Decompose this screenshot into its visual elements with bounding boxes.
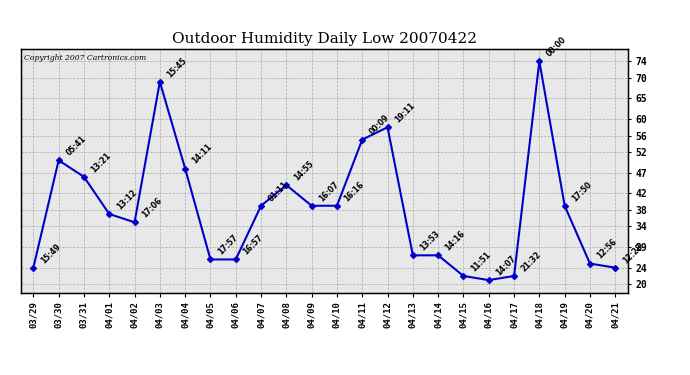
Text: 14:16: 14:16 — [444, 229, 467, 252]
Text: 15:49: 15:49 — [39, 242, 62, 265]
Text: 00:00: 00:00 — [545, 35, 569, 58]
Text: 13:53: 13:53 — [418, 229, 442, 252]
Text: 19:11: 19:11 — [393, 101, 417, 124]
Text: 12:28: 12:28 — [621, 242, 644, 265]
Text: 21:32: 21:32 — [520, 250, 543, 273]
Text: 14:07: 14:07 — [494, 254, 518, 278]
Text: 15:45: 15:45 — [166, 56, 188, 79]
Text: 13:21: 13:21 — [90, 151, 113, 174]
Text: 16:16: 16:16 — [342, 180, 366, 203]
Text: 11:51: 11:51 — [469, 250, 493, 273]
Text: 16:07: 16:07 — [317, 180, 341, 203]
Text: 17:50: 17:50 — [570, 180, 593, 203]
Text: 17:06: 17:06 — [140, 196, 164, 219]
Text: 17:57: 17:57 — [216, 233, 239, 256]
Text: 05:41: 05:41 — [64, 134, 88, 158]
Text: 00:09: 00:09 — [368, 114, 391, 137]
Text: Copyright 2007 Cartronics.com: Copyright 2007 Cartronics.com — [23, 54, 146, 62]
Text: 14:55: 14:55 — [292, 159, 315, 182]
Text: 16:57: 16:57 — [241, 233, 265, 256]
Title: Outdoor Humidity Daily Low 20070422: Outdoor Humidity Daily Low 20070422 — [172, 32, 477, 46]
Text: 14:11: 14:11 — [190, 142, 214, 166]
Text: 12:56: 12:56 — [595, 237, 619, 261]
Text: 13:12: 13:12 — [115, 188, 138, 211]
Text: 01:11: 01:11 — [266, 180, 290, 203]
